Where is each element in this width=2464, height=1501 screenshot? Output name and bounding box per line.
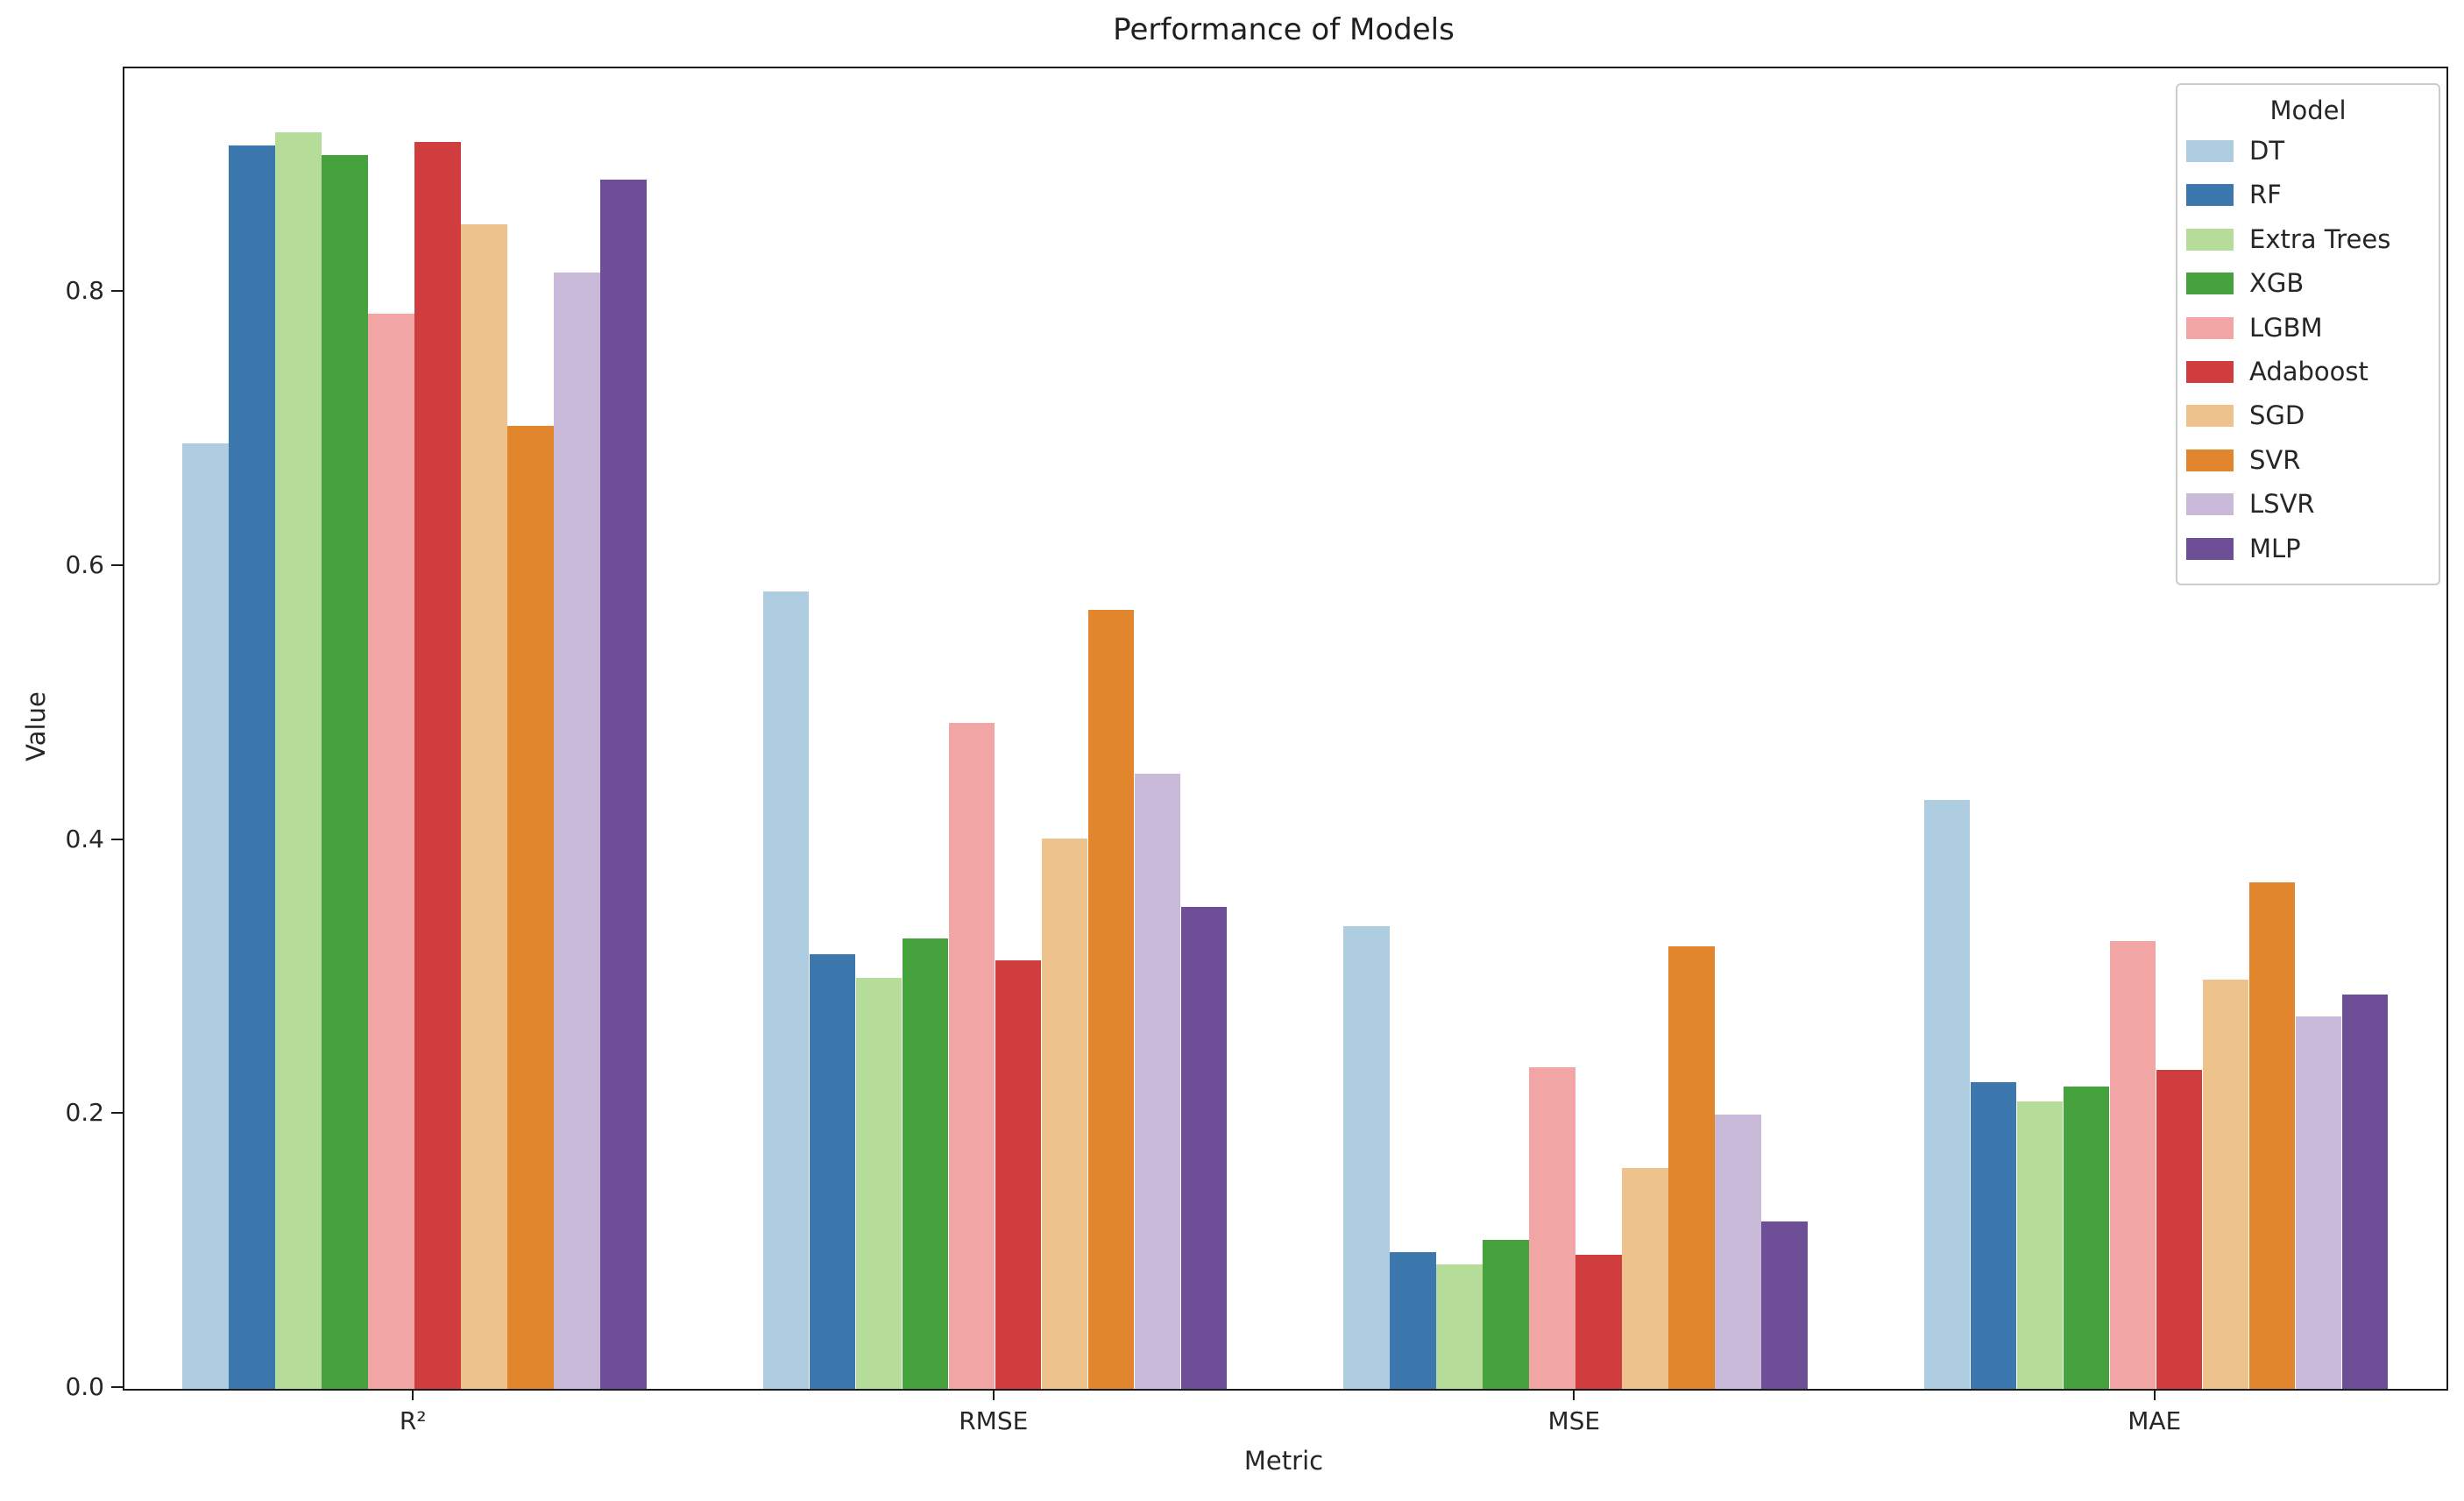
legend-label-extra-trees: Extra Trees <box>2249 223 2391 254</box>
bar-xgb-r <box>322 154 368 1389</box>
plot-area <box>123 67 2448 1391</box>
bar-xgb-rmse <box>902 938 949 1389</box>
bar-rf-rmse <box>809 954 856 1389</box>
bar-lsvr-r <box>554 272 600 1389</box>
bar-mlp-mae <box>2341 994 2389 1389</box>
y-tick-label: 0.0 <box>65 1372 104 1401</box>
legend-item-mlp: MLP <box>2186 527 2433 570</box>
bar-extra-trees-r <box>275 132 322 1389</box>
chart-title: Performance of Models <box>1113 12 1455 47</box>
y-tick-label: 0.4 <box>65 824 104 853</box>
legend-item-rf: RF <box>2186 173 2433 216</box>
legend-swatch-xgb <box>2186 273 2234 295</box>
legend-item-adaboost: Adaboost <box>2186 350 2433 393</box>
legend-item-lgbm: LGBM <box>2186 306 2433 350</box>
x-tick-mark-r <box>412 1389 414 1400</box>
legend-swatch-extra-trees <box>2186 228 2234 251</box>
legend-item-xgb: XGB <box>2186 261 2433 305</box>
bar-lgbm-rmse <box>948 723 995 1389</box>
bar-extra-trees-rmse <box>855 978 903 1389</box>
legend-label-rf: RF <box>2249 180 2282 210</box>
bar-mlp-mse <box>1761 1221 1808 1389</box>
bar-lgbm-mae <box>2109 940 2156 1389</box>
bar-sgd-mae <box>2202 979 2249 1389</box>
bar-lsvr-mse <box>1715 1115 1761 1389</box>
legend-swatch-mlp <box>2186 537 2234 560</box>
legend-label-xgb: XGB <box>2249 268 2305 299</box>
legend-item-sgd: SGD <box>2186 393 2433 437</box>
legend-label-lgbm: LGBM <box>2249 312 2323 343</box>
bar-lgbm-r <box>368 313 414 1389</box>
x-tick-label-r: R² <box>399 1406 427 1435</box>
legend-label-svr: SVR <box>2249 444 2301 475</box>
legend-item-extra-trees: Extra Trees <box>2186 217 2433 261</box>
bar-sgd-r <box>461 224 507 1389</box>
y-tick-label: 0.8 <box>65 276 104 306</box>
x-tick-mark-mae <box>2153 1389 2156 1400</box>
bar-svr-r <box>507 426 554 1389</box>
bar-lsvr-mae <box>2295 1016 2342 1389</box>
legend-swatch-dt <box>2186 140 2234 162</box>
y-tick-label: 0.6 <box>65 550 104 580</box>
legend-swatch-rf <box>2186 184 2234 207</box>
legend-label-adaboost: Adaboost <box>2249 357 2368 386</box>
bar-svr-mae <box>2248 881 2296 1389</box>
legend-title: Model <box>2269 96 2347 125</box>
legend-item-lsvr: LSVR <box>2186 482 2433 526</box>
legend: Model DT RF Extra Trees XGB LGBM Adaboost SGD S… <box>2176 83 2440 585</box>
x-tick-mark-mse <box>1573 1389 1575 1400</box>
bar-lsvr-rmse <box>1134 774 1181 1389</box>
bar-mlp-rmse <box>1180 906 1228 1389</box>
legend-label-dt: DT <box>2249 136 2285 166</box>
legend-label-sgd: SGD <box>2249 400 2305 431</box>
legend-label-lsvr: LSVR <box>2249 489 2315 520</box>
bar-adaboost-mse <box>1575 1254 1622 1389</box>
y-tick-mark-0.0 <box>111 1386 123 1388</box>
y-tick-mark-0.8 <box>111 290 123 293</box>
y-tick-mark-0.6 <box>111 564 123 567</box>
bar-adaboost-mae <box>2156 1069 2203 1389</box>
x-tick-label-mae: MAE <box>2128 1406 2182 1435</box>
y-tick-mark-0.4 <box>111 838 123 840</box>
bar-extra-trees-mse <box>1436 1264 1483 1389</box>
legend-item-dt: DT <box>2186 129 2433 173</box>
bar-sgd-rmse <box>1041 838 1088 1389</box>
y-tick-mark-0.2 <box>111 1112 123 1115</box>
bar-rf-mae <box>1970 1081 2017 1389</box>
bar-svr-rmse <box>1087 609 1135 1389</box>
legend-swatch-svr <box>2186 449 2234 471</box>
y-tick-label: 0.2 <box>65 1098 104 1128</box>
bar-adaboost-rmse <box>995 959 1042 1389</box>
x-tick-mark-rmse <box>992 1389 995 1400</box>
bar-dt-r <box>182 443 229 1389</box>
x-axis-label: Metric <box>1243 1446 1324 1476</box>
legend-label-mlp: MLP <box>2249 533 2301 563</box>
bar-adaboost-r <box>414 142 461 1389</box>
legend-swatch-sgd <box>2186 405 2234 428</box>
bar-lgbm-mse <box>1529 1066 1575 1389</box>
bar-sgd-mse <box>1622 1168 1668 1389</box>
bar-rf-mse <box>1390 1251 1436 1389</box>
bar-xgb-mse <box>1483 1239 1529 1389</box>
bar-rf-r <box>229 145 275 1389</box>
bar-dt-mae <box>1923 799 1971 1389</box>
y-axis-label: Value <box>21 691 51 761</box>
legend-swatch-lsvr <box>2186 493 2234 516</box>
bar-svr-mse <box>1668 946 1715 1389</box>
x-tick-label-rmse: RMSE <box>959 1406 1029 1435</box>
legend-swatch-adaboost <box>2186 361 2234 383</box>
bar-xgb-mae <box>2063 1086 2110 1389</box>
bar-dt-rmse <box>762 591 810 1389</box>
x-tick-label-mse: MSE <box>1547 1406 1601 1435</box>
bar-dt-mse <box>1343 925 1390 1389</box>
legend-item-svr: SVR <box>2186 438 2433 482</box>
bar-extra-trees-mae <box>2016 1101 2064 1389</box>
bar-mlp-r <box>600 179 647 1389</box>
legend-swatch-lgbm <box>2186 316 2234 339</box>
